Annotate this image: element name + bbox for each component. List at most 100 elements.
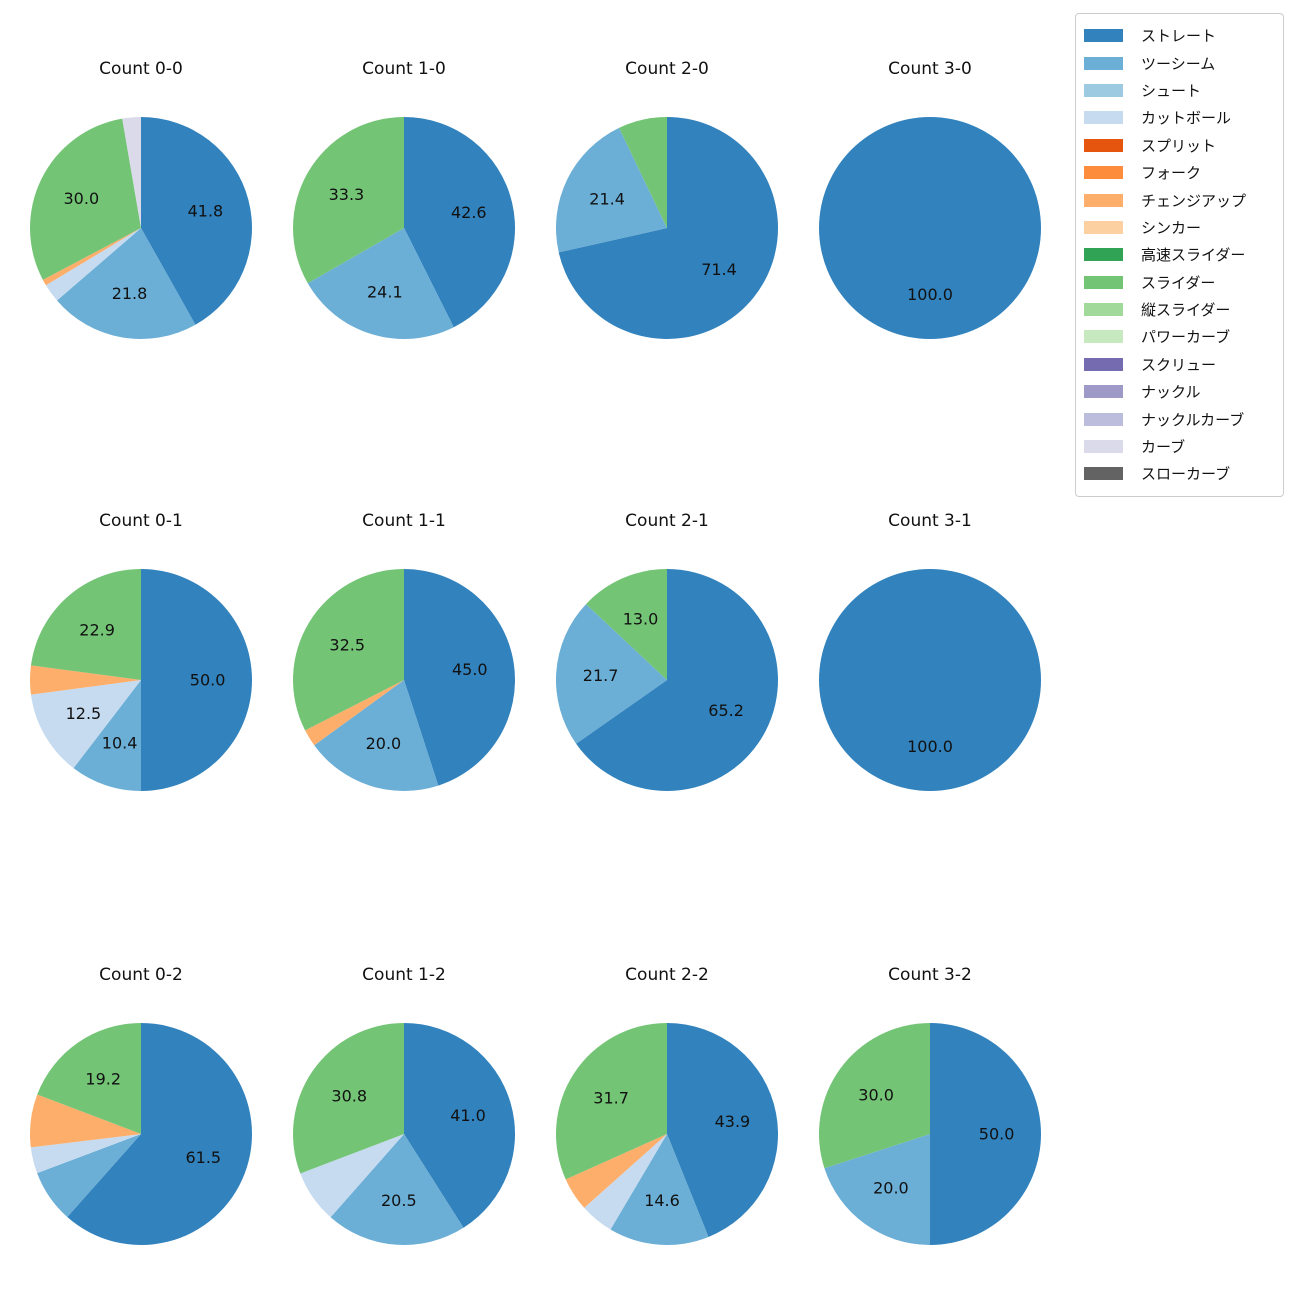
pie-slice bbox=[293, 569, 404, 731]
legend-swatch-icon bbox=[1084, 357, 1123, 371]
slice-percent-label: 33.3 bbox=[329, 185, 365, 204]
legend-item: カットボール bbox=[1084, 104, 1277, 131]
legend-swatch-icon bbox=[1084, 166, 1123, 180]
pie-slice bbox=[73, 680, 141, 791]
pie-slice bbox=[29, 1094, 141, 1148]
pie: 43.9 14.6 31.7 bbox=[555, 1023, 779, 1246]
chart-title: Count 0-2 bbox=[99, 965, 183, 985]
legend-item: パワーカーブ bbox=[1084, 323, 1277, 350]
chart-title: Count 3-1 bbox=[888, 511, 972, 531]
slice-percent-label: 30.8 bbox=[331, 1087, 367, 1106]
pie-slice bbox=[404, 117, 516, 328]
pie: 61.5 19.2 bbox=[29, 1023, 252, 1245]
pie-slice bbox=[67, 1023, 252, 1245]
pie-slice bbox=[819, 569, 1041, 791]
chart-title: Count 1-1 bbox=[362, 511, 446, 531]
legend-item: スライダー bbox=[1084, 269, 1277, 296]
legend-label: ストレート bbox=[1141, 27, 1217, 46]
pie-slice bbox=[141, 569, 252, 791]
pie: 50.0 10.412.5 22.9 bbox=[29, 569, 252, 791]
pie-slice bbox=[565, 1134, 667, 1208]
slice-percent-label: 41.0 bbox=[450, 1106, 486, 1125]
slice-percent-label: 32.5 bbox=[329, 636, 365, 655]
legend-label: チェンジアップ bbox=[1141, 191, 1247, 210]
legend-label: 高速スライダー bbox=[1141, 246, 1246, 265]
pie-slice bbox=[818, 1023, 930, 1169]
pie: 41.8 21.8 30.0 bbox=[30, 117, 252, 339]
legend-item: スプリット bbox=[1084, 132, 1277, 159]
legend-item: 高速スライダー bbox=[1084, 241, 1277, 268]
legend-swatch-icon bbox=[1084, 83, 1123, 97]
legend: ストレート ツーシーム シュート カットボール スプリット フォーク チェンジアップ シンカー… bbox=[1075, 13, 1284, 497]
pie: 42.6 24.1 33.3 bbox=[293, 117, 516, 340]
legend-item: シュート bbox=[1084, 77, 1277, 104]
legend-label: カットボール bbox=[1141, 109, 1232, 128]
legend-swatch-icon bbox=[1084, 220, 1123, 234]
legend-swatch-icon bbox=[1084, 412, 1123, 426]
pie-slice bbox=[556, 127, 667, 253]
pie-slice bbox=[122, 117, 141, 228]
pie-slice bbox=[314, 680, 439, 792]
slice-percent-label: 12.5 bbox=[66, 704, 102, 723]
pie-slice bbox=[293, 117, 404, 284]
slice-percent-label: 42.6 bbox=[451, 203, 487, 222]
pie-slice bbox=[610, 1134, 709, 1246]
legend-swatch-icon bbox=[1084, 440, 1123, 454]
pie: 100.0 bbox=[819, 117, 1041, 339]
pie: 50.0 20.0 30.0 bbox=[818, 1023, 1041, 1245]
pie-slice bbox=[30, 1134, 141, 1174]
pie: 45.0 20.0 32.5 bbox=[293, 569, 516, 792]
pie-slice bbox=[30, 118, 141, 280]
slice-percent-label: 30.0 bbox=[858, 1085, 894, 1104]
chart-title: Count 0-0 bbox=[99, 59, 183, 79]
legend-swatch-icon bbox=[1084, 29, 1123, 43]
legend-swatch-icon bbox=[1084, 193, 1123, 207]
legend-item: ストレート bbox=[1084, 22, 1277, 49]
chart-title: Count 1-0 bbox=[362, 59, 446, 79]
pie: 41.0 20.5 30.8 bbox=[293, 1023, 516, 1246]
pie-slice bbox=[555, 1023, 667, 1180]
chart-title: Count 2-0 bbox=[625, 59, 709, 79]
legend-label: ツーシーム bbox=[1141, 54, 1216, 73]
legend-swatch-icon bbox=[1084, 111, 1123, 125]
pie-slice bbox=[30, 680, 141, 769]
pie-slice bbox=[37, 1134, 141, 1217]
legend-swatch-icon bbox=[1084, 275, 1123, 289]
slice-percent-label: 21.8 bbox=[112, 284, 148, 303]
pie-slice bbox=[29, 665, 141, 695]
legend-swatch-icon bbox=[1084, 385, 1123, 399]
pie-slice bbox=[586, 569, 667, 680]
pie-slice bbox=[404, 1023, 516, 1228]
pie-slice bbox=[584, 1134, 667, 1230]
legend-swatch-icon bbox=[1084, 248, 1123, 262]
pie-slice bbox=[37, 1023, 141, 1134]
pie: 65.2 21.7 13.0 bbox=[555, 569, 778, 791]
legend-item: フォーク bbox=[1084, 159, 1277, 186]
chart-title: Count 3-0 bbox=[888, 59, 972, 79]
slice-percent-label: 71.4 bbox=[701, 260, 737, 279]
slice-percent-label: 10.4 bbox=[102, 734, 138, 753]
slice-percent-label: 45.0 bbox=[452, 660, 488, 679]
pie-slice bbox=[307, 228, 454, 340]
legend-label: ナックルカーブ bbox=[1141, 410, 1245, 429]
pie-slice bbox=[619, 116, 667, 228]
legend-label: シュート bbox=[1141, 81, 1202, 100]
slice-percent-label: 20.0 bbox=[366, 734, 402, 753]
slice-percent-label: 30.0 bbox=[63, 189, 99, 208]
pie-slice bbox=[56, 228, 196, 339]
pie: 71.4 21.4 bbox=[556, 116, 779, 339]
pie-slice bbox=[930, 1023, 1041, 1245]
slice-percent-label: 100.0 bbox=[907, 285, 953, 304]
legend-swatch-icon bbox=[1084, 330, 1123, 344]
legend-item: 縦スライダー bbox=[1084, 296, 1277, 323]
pie-slice bbox=[576, 569, 778, 791]
pie-slice bbox=[293, 1023, 404, 1174]
legend-label: パワーカーブ bbox=[1141, 328, 1231, 347]
pie-slice bbox=[819, 117, 1041, 339]
slice-percent-label: 21.4 bbox=[589, 190, 625, 209]
slice-percent-label: 13.0 bbox=[623, 609, 659, 628]
pie-slice bbox=[555, 604, 667, 744]
legend-label: 縦スライダー bbox=[1141, 301, 1231, 320]
slice-percent-label: 100.0 bbox=[907, 737, 953, 756]
pie-slice bbox=[667, 1023, 779, 1237]
